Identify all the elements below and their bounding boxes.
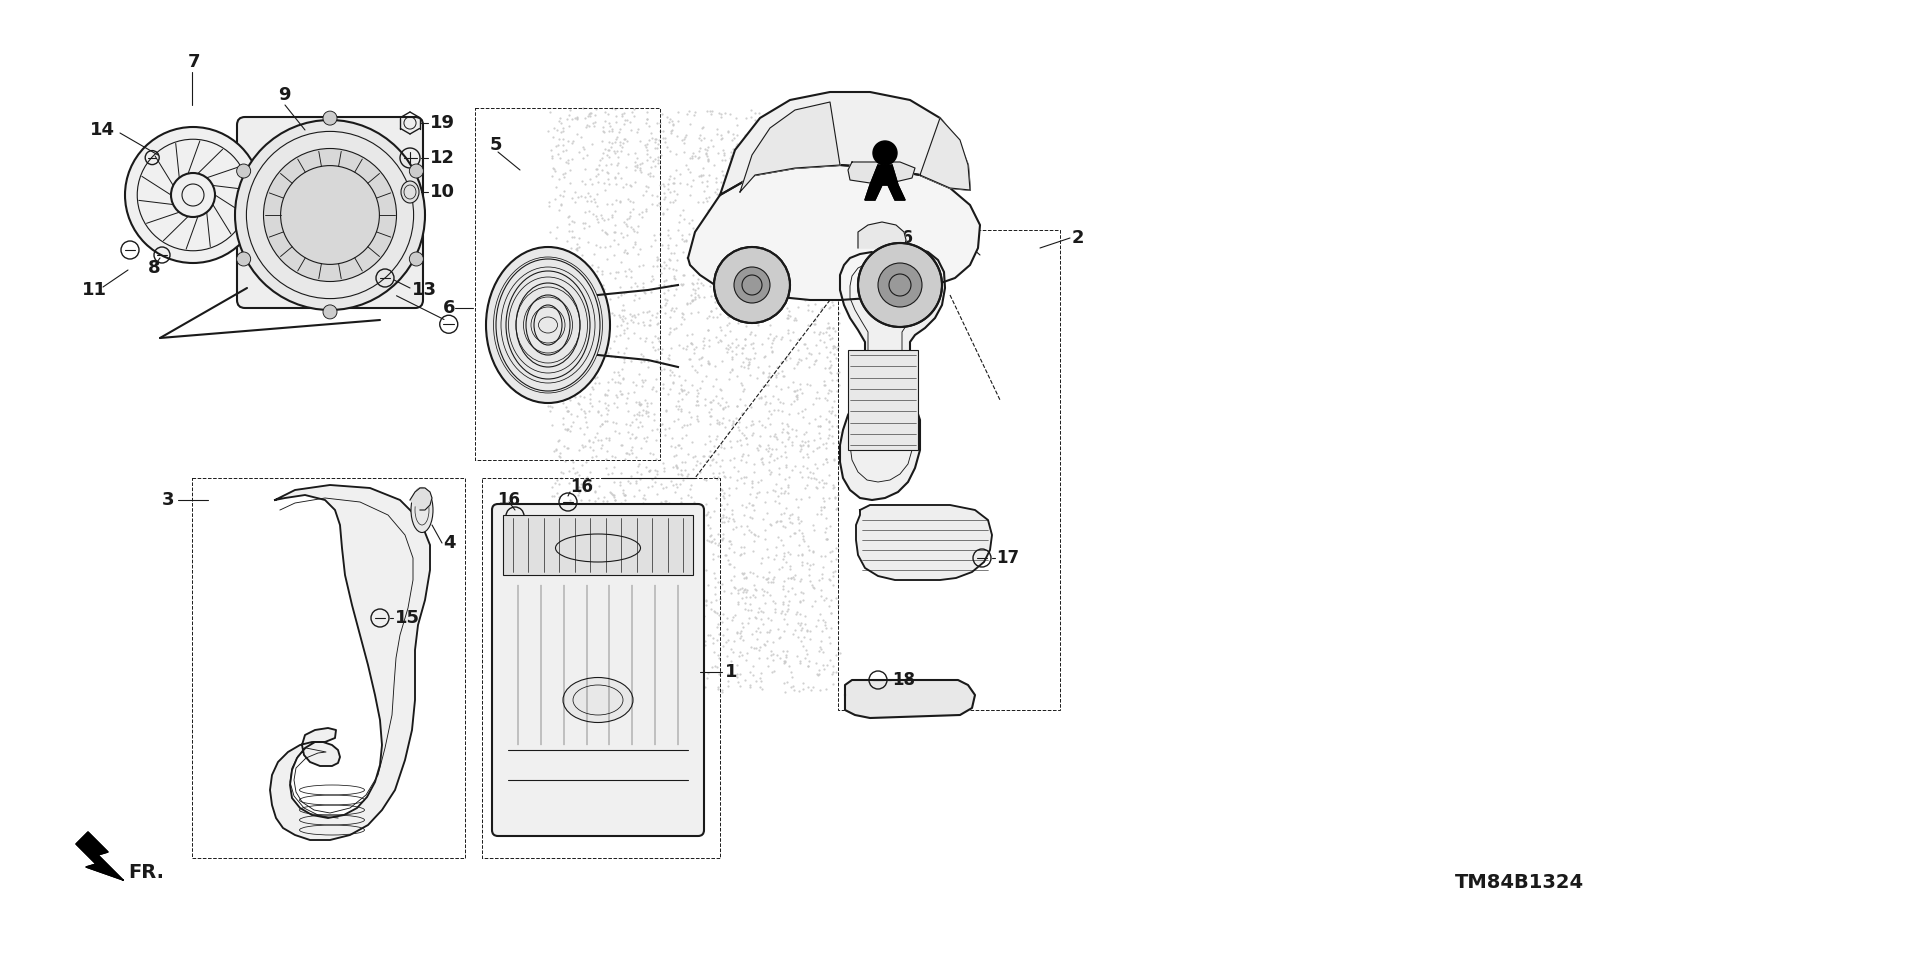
Circle shape (236, 164, 252, 178)
Bar (849, 350, 918, 450)
Polygon shape (858, 222, 906, 248)
Polygon shape (920, 118, 970, 190)
Text: 3: 3 (161, 491, 175, 509)
Text: TM84B1324: TM84B1324 (1455, 873, 1584, 892)
Text: 19: 19 (430, 114, 455, 132)
Circle shape (323, 305, 338, 319)
Polygon shape (411, 488, 432, 510)
Bar (474, 108, 660, 460)
Ellipse shape (411, 487, 434, 532)
Bar (482, 478, 720, 858)
Ellipse shape (563, 677, 634, 722)
Circle shape (125, 127, 261, 263)
Text: 10: 10 (430, 183, 455, 201)
Text: 1: 1 (726, 663, 737, 681)
Polygon shape (739, 102, 841, 192)
Polygon shape (845, 680, 975, 718)
Text: 9: 9 (278, 86, 290, 104)
Text: 2: 2 (1071, 229, 1085, 247)
Circle shape (323, 111, 338, 125)
Circle shape (733, 267, 770, 303)
Text: 8: 8 (148, 259, 161, 277)
Text: 7: 7 (188, 53, 200, 71)
Polygon shape (720, 92, 970, 195)
Circle shape (263, 149, 397, 282)
FancyBboxPatch shape (236, 117, 422, 308)
Text: 13: 13 (413, 281, 438, 299)
Circle shape (409, 252, 422, 266)
Polygon shape (687, 165, 979, 300)
Text: 16: 16 (497, 491, 520, 509)
Text: 15: 15 (396, 609, 420, 627)
Polygon shape (841, 248, 945, 500)
Text: 17: 17 (996, 549, 1020, 567)
Polygon shape (849, 162, 916, 183)
Circle shape (874, 141, 897, 165)
Ellipse shape (486, 247, 611, 403)
Circle shape (858, 243, 943, 327)
Text: 18: 18 (893, 671, 916, 689)
Text: 11: 11 (83, 281, 108, 299)
Circle shape (234, 120, 424, 310)
Text: 14: 14 (90, 121, 115, 139)
Circle shape (236, 252, 252, 266)
Text: 12: 12 (430, 149, 455, 167)
Text: FR.: FR. (129, 862, 163, 881)
Text: 16: 16 (570, 478, 593, 496)
Polygon shape (77, 832, 123, 880)
Polygon shape (856, 505, 993, 580)
Text: 16: 16 (891, 229, 914, 247)
Text: 4: 4 (444, 534, 455, 552)
Text: 6: 6 (444, 299, 455, 317)
Text: 5: 5 (490, 136, 503, 154)
Circle shape (714, 247, 789, 323)
Polygon shape (866, 165, 904, 200)
FancyBboxPatch shape (492, 504, 705, 836)
Bar (503, 515, 693, 575)
Circle shape (409, 164, 422, 178)
Bar (192, 478, 465, 858)
Polygon shape (271, 485, 430, 840)
Ellipse shape (401, 181, 419, 203)
Bar (837, 230, 1060, 710)
Circle shape (877, 263, 922, 307)
